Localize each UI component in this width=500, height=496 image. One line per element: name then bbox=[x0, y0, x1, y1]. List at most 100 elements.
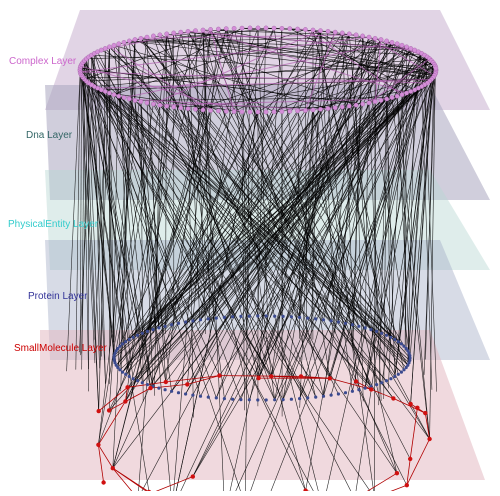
protein-node bbox=[282, 398, 285, 401]
protein-node bbox=[223, 397, 226, 400]
protein-node bbox=[322, 318, 325, 321]
complex-node bbox=[354, 33, 358, 37]
protein-node bbox=[393, 338, 396, 341]
complex-node bbox=[216, 109, 220, 113]
complex-node bbox=[347, 32, 351, 36]
small-molecule-node bbox=[111, 466, 115, 470]
complex-node bbox=[165, 104, 169, 108]
small-molecule-node bbox=[191, 474, 195, 478]
protein-node bbox=[121, 342, 124, 345]
protein-node bbox=[141, 381, 144, 384]
protein-node bbox=[357, 388, 360, 391]
complex-node bbox=[404, 91, 408, 95]
small-molecule-node bbox=[96, 443, 100, 447]
protein-node bbox=[314, 317, 317, 320]
protein-node bbox=[265, 314, 268, 317]
protein-node bbox=[265, 398, 268, 401]
small-molecule-node bbox=[125, 385, 129, 389]
protein-node bbox=[351, 390, 354, 393]
complex-node bbox=[158, 33, 162, 37]
small-molecule-node bbox=[415, 406, 419, 410]
complex-layer-label: Complex Layer bbox=[9, 56, 77, 67]
complex-node bbox=[303, 27, 307, 31]
complex-node bbox=[367, 101, 371, 105]
complex-node bbox=[127, 97, 131, 101]
complex-node bbox=[216, 27, 220, 31]
complex-node bbox=[107, 45, 111, 49]
protein-node bbox=[170, 323, 173, 326]
protein-node bbox=[402, 368, 405, 371]
protein-node bbox=[248, 315, 251, 318]
physical-entity-layer-label: PhysicalEntity Layer bbox=[8, 219, 99, 230]
complex-node bbox=[179, 30, 183, 34]
complex-node bbox=[264, 110, 268, 114]
small-molecule-node bbox=[107, 408, 111, 412]
complex-node bbox=[248, 110, 252, 114]
complex-node bbox=[333, 106, 337, 110]
complex-node bbox=[409, 46, 413, 50]
complex-node bbox=[201, 28, 205, 32]
protein-node bbox=[344, 391, 347, 394]
protein-layer-label: Protein Layer bbox=[28, 291, 88, 302]
protein-node bbox=[357, 325, 360, 328]
protein-node bbox=[199, 318, 202, 321]
complex-node bbox=[103, 46, 107, 50]
protein-node bbox=[337, 320, 340, 323]
protein-node bbox=[132, 336, 135, 339]
complex-node bbox=[288, 27, 292, 31]
protein-node bbox=[298, 316, 301, 319]
complex-node bbox=[379, 98, 383, 102]
protein-node bbox=[408, 354, 411, 357]
protein-node bbox=[400, 371, 403, 374]
protein-node bbox=[177, 322, 180, 325]
complex-node bbox=[288, 109, 292, 113]
complex-node bbox=[360, 102, 364, 106]
complex-node bbox=[280, 26, 284, 30]
complex-node bbox=[139, 99, 143, 103]
complex-node bbox=[240, 26, 244, 30]
small-molecule-edge bbox=[375, 485, 407, 491]
complex-node bbox=[165, 32, 169, 36]
complex-node bbox=[240, 110, 244, 114]
small-molecule-node bbox=[123, 399, 127, 403]
complex-node bbox=[367, 35, 371, 39]
protein-node bbox=[164, 325, 167, 328]
protein-node bbox=[385, 334, 388, 337]
complex-node bbox=[390, 95, 394, 99]
protein-node bbox=[393, 375, 396, 378]
complex-node bbox=[208, 27, 212, 31]
complex-node bbox=[103, 89, 107, 93]
small-molecule-node bbox=[427, 437, 431, 441]
protein-node bbox=[273, 315, 276, 318]
protein-node bbox=[256, 314, 259, 317]
complex-node bbox=[354, 103, 358, 107]
protein-node bbox=[290, 398, 293, 401]
complex-node bbox=[193, 107, 197, 111]
complex-node bbox=[311, 108, 315, 112]
small-molecule-node bbox=[408, 457, 412, 461]
small-molecule-node bbox=[354, 379, 358, 383]
small-molecule-node bbox=[391, 396, 395, 400]
complex-node bbox=[158, 103, 162, 107]
protein-node bbox=[191, 319, 194, 322]
protein-node bbox=[273, 398, 276, 401]
protein-node bbox=[344, 322, 347, 325]
protein-node bbox=[239, 315, 242, 318]
complex-node bbox=[340, 105, 344, 109]
protein-node bbox=[389, 336, 392, 339]
small-molecule-node bbox=[185, 382, 189, 386]
complex-node bbox=[409, 89, 413, 93]
complex-node bbox=[326, 29, 330, 33]
complex-node bbox=[256, 110, 260, 114]
protein-node bbox=[157, 326, 160, 329]
complex-node bbox=[390, 40, 394, 44]
complex-node bbox=[311, 28, 315, 32]
complex-node bbox=[172, 105, 176, 109]
complex-node bbox=[280, 109, 284, 113]
complex-node bbox=[400, 93, 404, 97]
small-molecule-node bbox=[269, 374, 273, 378]
complex-node bbox=[385, 97, 389, 101]
dna-layer-label: Dna Layer bbox=[26, 130, 73, 141]
complex-node bbox=[318, 29, 322, 33]
